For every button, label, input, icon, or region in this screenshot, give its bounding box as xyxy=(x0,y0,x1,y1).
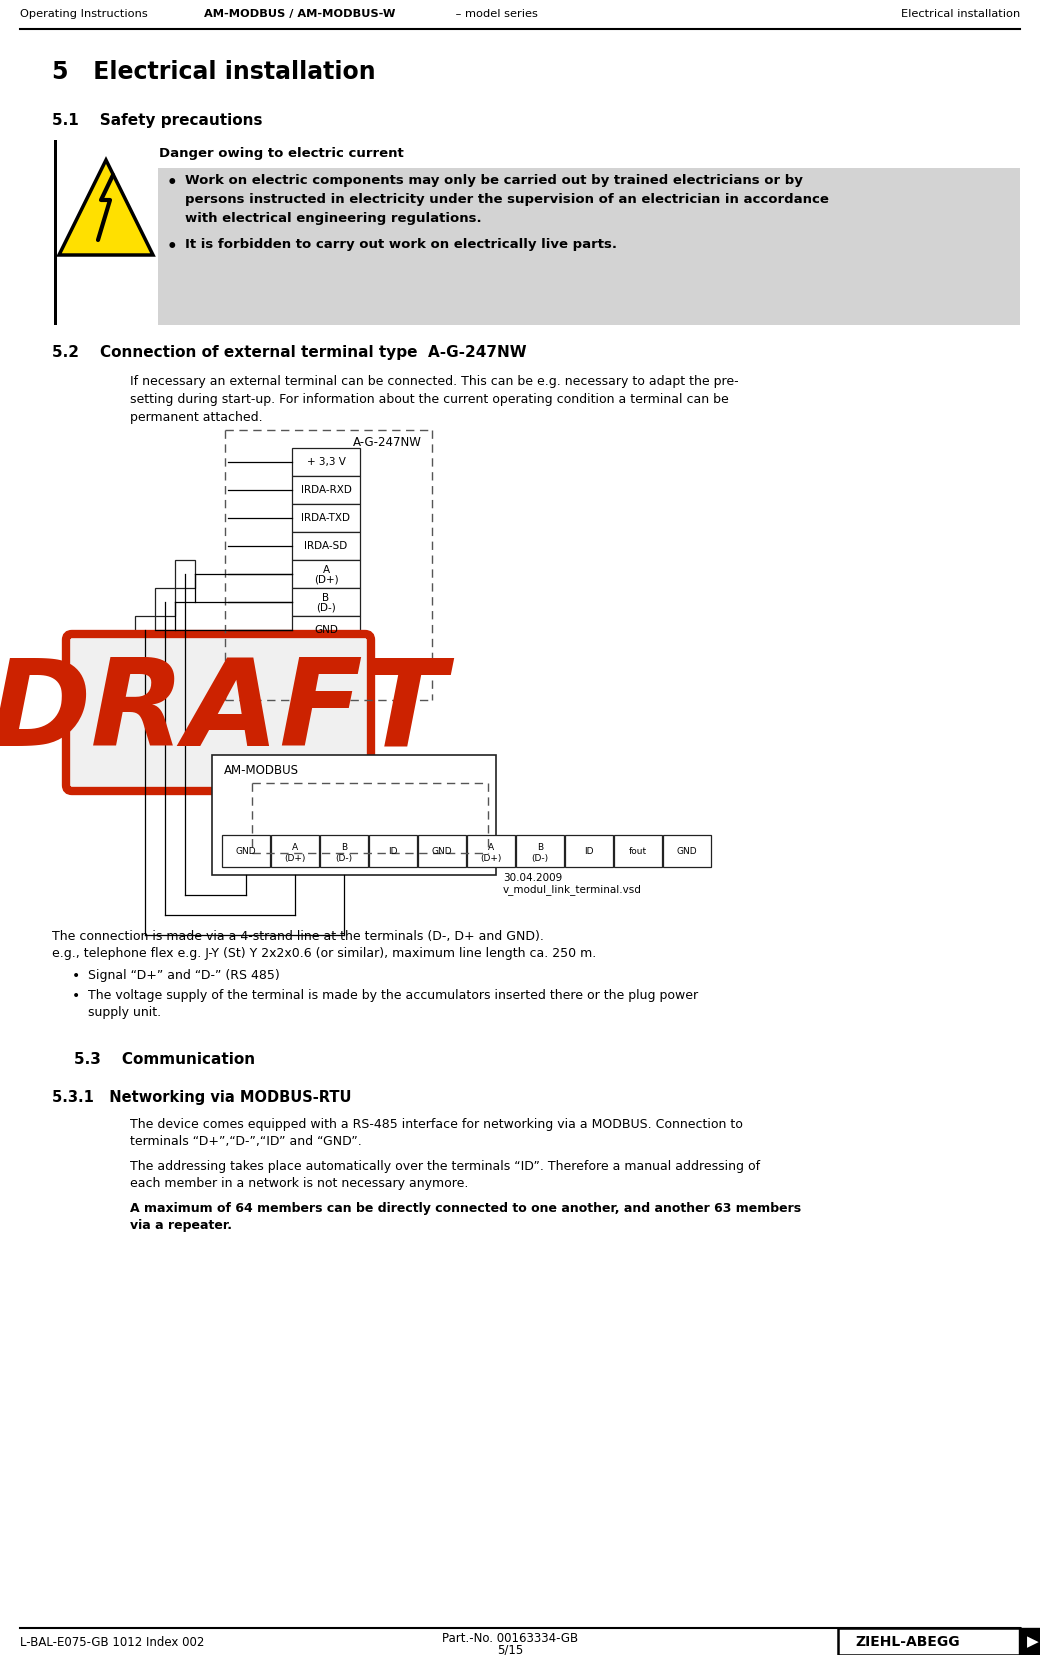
Text: (D+): (D+) xyxy=(314,574,338,584)
Text: persons instructed in electricity under the supervision of an electrician in acc: persons instructed in electricity under … xyxy=(185,194,829,205)
Bar xyxy=(292,616,360,644)
Text: B: B xyxy=(341,842,347,852)
Text: Danger owing to electric current: Danger owing to electric current xyxy=(159,147,404,161)
Text: The voltage supply of the terminal is made by the accumulators inserted there or: The voltage supply of the terminal is ma… xyxy=(88,990,698,1001)
Text: 30.04.2009: 30.04.2009 xyxy=(503,872,563,884)
Bar xyxy=(54,141,57,324)
Text: The addressing takes place automatically over the terminals “ID”. Therefore a ma: The addressing takes place automatically… xyxy=(130,1160,760,1173)
Bar xyxy=(1019,1629,1040,1655)
Bar xyxy=(369,836,417,867)
Text: GND: GND xyxy=(314,626,338,636)
Text: A: A xyxy=(488,842,494,852)
Text: •: • xyxy=(167,174,178,192)
Text: ID: ID xyxy=(584,846,594,856)
Text: + 3,3 V: + 3,3 V xyxy=(307,457,345,467)
Bar xyxy=(155,588,175,616)
Bar xyxy=(664,836,711,867)
Text: 5.2    Connection of external terminal type  A-G-247NW: 5.2 Connection of external terminal type… xyxy=(52,344,526,359)
Text: IRDA-SD: IRDA-SD xyxy=(305,541,347,551)
Text: L-BAL-E075-GB 1012 Index 002: L-BAL-E075-GB 1012 Index 002 xyxy=(20,1635,205,1648)
Bar xyxy=(418,836,466,867)
Text: e.g., telephone flex e.g. J-Y (St) Y 2x2x0.6 (or similar), maximum line length c: e.g., telephone flex e.g. J-Y (St) Y 2x2… xyxy=(52,947,596,960)
Text: ZIEHL-ABEGG: ZIEHL-ABEGG xyxy=(856,1635,960,1648)
Text: (D-): (D-) xyxy=(531,854,548,864)
Text: •: • xyxy=(167,238,178,257)
Text: AM-MODBUS / AM-MODBUS-W: AM-MODBUS / AM-MODBUS-W xyxy=(204,8,395,18)
Bar xyxy=(292,531,360,559)
Bar xyxy=(292,588,360,616)
Text: DRAFT: DRAFT xyxy=(0,654,447,771)
Bar xyxy=(320,836,368,867)
Text: ▶: ▶ xyxy=(1028,1633,1039,1648)
Bar xyxy=(222,836,270,867)
Bar xyxy=(135,616,155,644)
Text: It is forbidden to carry out work on electrically live parts.: It is forbidden to carry out work on ele… xyxy=(185,238,617,252)
Text: (D+): (D+) xyxy=(284,854,306,864)
Text: via a repeater.: via a repeater. xyxy=(130,1220,232,1231)
Text: If necessary an external terminal can be connected. This can be e.g. necessary t: If necessary an external terminal can be… xyxy=(130,376,738,387)
Text: IRDA-TXD: IRDA-TXD xyxy=(302,513,350,523)
Bar xyxy=(467,836,515,867)
Bar xyxy=(292,477,360,505)
Text: (D+): (D+) xyxy=(480,854,501,864)
Polygon shape xyxy=(59,161,153,255)
Text: The device comes equipped with a RS-485 interface for networking via a MODBUS. C: The device comes equipped with a RS-485 … xyxy=(130,1119,743,1130)
Text: terminals “D+”,“D-”,“ID” and “GND”.: terminals “D+”,“D-”,“ID” and “GND”. xyxy=(130,1135,362,1149)
Text: B: B xyxy=(537,842,543,852)
Text: The connection is made via a 4-strand line at the terminals (D-, D+ and GND).: The connection is made via a 4-strand li… xyxy=(52,930,544,943)
Text: •: • xyxy=(72,990,80,1003)
Bar xyxy=(565,836,613,867)
Text: 5.3    Communication: 5.3 Communication xyxy=(74,1053,255,1067)
Bar xyxy=(175,559,196,588)
Text: setting during start-up. For information about the current operating condition a: setting during start-up. For information… xyxy=(130,392,729,405)
Bar xyxy=(212,755,496,875)
Text: Work on electric components may only be carried out by trained electricians or b: Work on electric components may only be … xyxy=(185,174,803,187)
Bar xyxy=(614,836,662,867)
Text: fout: fout xyxy=(629,846,647,856)
Text: supply unit.: supply unit. xyxy=(88,1006,161,1019)
Text: GND: GND xyxy=(677,846,697,856)
FancyBboxPatch shape xyxy=(66,634,371,791)
Text: (D-): (D-) xyxy=(336,854,353,864)
Text: each member in a network is not necessary anymore.: each member in a network is not necessar… xyxy=(130,1177,468,1190)
Bar xyxy=(158,169,1020,324)
Text: GND: GND xyxy=(236,846,256,856)
Bar xyxy=(292,449,360,477)
Text: A-G-247NW: A-G-247NW xyxy=(354,435,422,449)
Bar xyxy=(292,505,360,531)
Text: Part.-No. 00163334-GB: Part.-No. 00163334-GB xyxy=(442,1632,578,1645)
Text: ID: ID xyxy=(388,846,397,856)
Text: (D-): (D-) xyxy=(316,602,336,612)
Text: v_modul_link_terminal.vsd: v_modul_link_terminal.vsd xyxy=(503,884,642,895)
Text: 5.3.1   Networking via MODBUS-RTU: 5.3.1 Networking via MODBUS-RTU xyxy=(52,1091,352,1106)
Bar xyxy=(271,836,319,867)
Text: AM-MODBUS: AM-MODBUS xyxy=(224,765,300,778)
Text: 5   Electrical installation: 5 Electrical installation xyxy=(52,60,375,84)
Text: permanent attached.: permanent attached. xyxy=(130,410,263,424)
Text: A: A xyxy=(292,842,298,852)
Text: GND: GND xyxy=(432,846,452,856)
Text: with electrical engineering regulations.: with electrical engineering regulations. xyxy=(185,212,482,225)
Text: B: B xyxy=(322,592,330,602)
Text: 5.1    Safety precautions: 5.1 Safety precautions xyxy=(52,113,262,127)
Text: Operating Instructions: Operating Instructions xyxy=(20,8,155,18)
Text: A maximum of 64 members can be directly connected to one another, and another 63: A maximum of 64 members can be directly … xyxy=(130,1202,801,1215)
Text: 5/15: 5/15 xyxy=(497,1643,523,1655)
Text: Electrical installation: Electrical installation xyxy=(901,8,1020,18)
Text: Signal “D+” and “D-” (RS 485): Signal “D+” and “D-” (RS 485) xyxy=(88,968,280,981)
Text: – model series: – model series xyxy=(452,8,538,18)
Bar xyxy=(292,559,360,588)
Bar xyxy=(838,1629,1020,1655)
Text: •: • xyxy=(72,968,80,983)
Bar xyxy=(516,836,564,867)
Text: IRDA-RXD: IRDA-RXD xyxy=(301,485,352,495)
Text: A: A xyxy=(322,564,330,574)
